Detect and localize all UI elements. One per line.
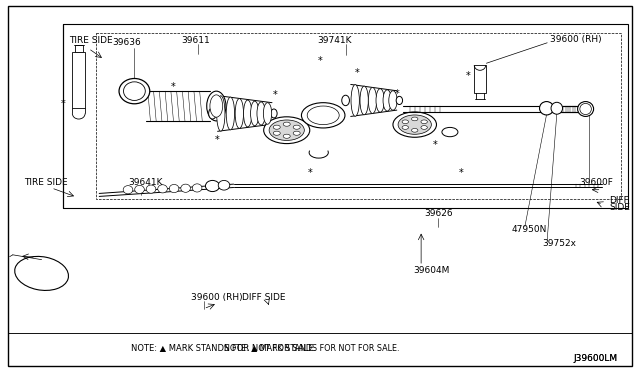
Ellipse shape	[269, 120, 305, 140]
Text: 39600F: 39600F	[579, 178, 613, 187]
Ellipse shape	[15, 256, 68, 291]
Ellipse shape	[124, 82, 145, 100]
Ellipse shape	[293, 125, 300, 129]
Ellipse shape	[119, 78, 150, 104]
Ellipse shape	[342, 95, 349, 106]
Ellipse shape	[218, 180, 230, 190]
Ellipse shape	[284, 134, 291, 138]
Ellipse shape	[412, 117, 418, 121]
Text: J39600LM: J39600LM	[573, 355, 618, 363]
Text: *: *	[273, 90, 278, 100]
Text: 39752x: 39752x	[543, 239, 577, 248]
Text: *: *	[433, 140, 438, 150]
Text: *: *	[394, 89, 399, 99]
Text: 39636: 39636	[113, 38, 141, 47]
Ellipse shape	[264, 117, 310, 144]
Text: *: *	[466, 71, 471, 80]
Text: 39604M: 39604M	[413, 266, 449, 275]
Ellipse shape	[205, 180, 220, 192]
Ellipse shape	[393, 112, 436, 137]
Ellipse shape	[271, 109, 277, 118]
Ellipse shape	[578, 102, 594, 116]
Text: *: *	[355, 68, 360, 77]
Text: 39741K: 39741K	[317, 36, 351, 45]
Ellipse shape	[293, 131, 300, 135]
Ellipse shape	[210, 95, 223, 117]
Text: 39611: 39611	[181, 36, 209, 45]
Text: 39626: 39626	[424, 209, 452, 218]
Text: *: *	[458, 168, 463, 178]
Text: J39600LM: J39600LM	[573, 355, 618, 363]
Ellipse shape	[135, 185, 145, 193]
Ellipse shape	[442, 127, 458, 137]
Ellipse shape	[412, 128, 418, 132]
Text: *: *	[170, 83, 175, 92]
Ellipse shape	[421, 126, 428, 129]
Text: DIFF SIDE: DIFF SIDE	[242, 293, 285, 302]
Ellipse shape	[273, 125, 280, 129]
Ellipse shape	[251, 101, 259, 126]
Ellipse shape	[383, 90, 392, 111]
Text: DIFF: DIFF	[609, 196, 629, 205]
Ellipse shape	[396, 96, 403, 105]
Polygon shape	[474, 65, 486, 93]
Ellipse shape	[123, 186, 133, 194]
Ellipse shape	[376, 89, 384, 112]
Text: SIDE: SIDE	[609, 203, 630, 212]
Ellipse shape	[146, 185, 156, 193]
Text: NOTE: ▲ MARK STANDS FOR NOT FOR SALE.: NOTE: ▲ MARK STANDS FOR NOT FOR SALE.	[131, 343, 317, 352]
Ellipse shape	[257, 102, 266, 125]
Ellipse shape	[263, 103, 272, 124]
Ellipse shape	[180, 184, 191, 192]
Ellipse shape	[273, 131, 280, 135]
Ellipse shape	[244, 100, 252, 127]
Ellipse shape	[301, 103, 345, 128]
Text: 39641K: 39641K	[128, 178, 163, 187]
Ellipse shape	[207, 91, 226, 121]
Text: *: *	[215, 135, 220, 144]
Ellipse shape	[551, 102, 563, 114]
Ellipse shape	[227, 97, 234, 130]
Ellipse shape	[421, 120, 428, 124]
Ellipse shape	[360, 86, 369, 115]
Polygon shape	[75, 45, 83, 52]
Ellipse shape	[284, 122, 291, 126]
Text: NOTE: ▲ MARK STANDS FOR NOT FOR SALE.: NOTE: ▲ MARK STANDS FOR NOT FOR SALE.	[224, 343, 399, 352]
Text: 39600 (RH): 39600 (RH)	[550, 35, 602, 44]
Text: *: *	[317, 57, 323, 66]
Ellipse shape	[368, 87, 376, 113]
Ellipse shape	[157, 185, 168, 193]
Ellipse shape	[398, 115, 431, 134]
Ellipse shape	[209, 108, 216, 119]
Ellipse shape	[388, 91, 397, 110]
Text: TIRE SIDE: TIRE SIDE	[24, 178, 68, 187]
Ellipse shape	[236, 99, 244, 128]
Text: *: *	[60, 99, 65, 109]
Ellipse shape	[351, 84, 360, 116]
Polygon shape	[72, 52, 85, 108]
Ellipse shape	[169, 185, 179, 193]
Text: 39600 (RH): 39600 (RH)	[191, 293, 243, 302]
Text: TIRE SIDE: TIRE SIDE	[69, 36, 113, 45]
Text: *: *	[308, 168, 313, 178]
Ellipse shape	[540, 102, 554, 115]
Ellipse shape	[216, 96, 225, 131]
Ellipse shape	[402, 126, 408, 129]
Text: 47950N: 47950N	[512, 225, 547, 234]
Ellipse shape	[402, 120, 408, 124]
Ellipse shape	[192, 184, 202, 192]
